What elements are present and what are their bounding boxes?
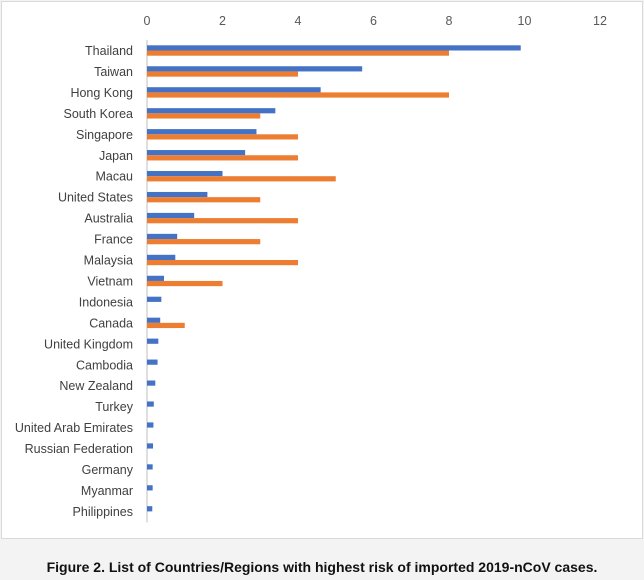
bar-singapore-series-1 xyxy=(147,129,257,135)
bar-thailand-series-1 xyxy=(147,45,521,51)
bar-france-series-1 xyxy=(147,233,178,240)
bar-myanmar-series-1 xyxy=(147,485,153,491)
category-label-malaysia: Malaysia xyxy=(84,254,133,268)
x-tick-label-2: 2 xyxy=(219,14,226,28)
bar-singapore-series-2 xyxy=(147,134,298,140)
category-label-singapore: Singapore xyxy=(76,128,133,142)
category-label-vietnam: Vietnam xyxy=(87,274,133,288)
category-label-united-arab-emirates: United Arab Emirates xyxy=(15,421,133,435)
bar-united-states-series-2 xyxy=(147,197,261,203)
category-label-japan: Japan xyxy=(99,149,133,163)
bar-russian-federation-series-1 xyxy=(147,443,154,449)
bar-south-korea-series-1 xyxy=(147,108,276,114)
category-label-australia: Australia xyxy=(84,212,133,226)
bar-thailand-series-2 xyxy=(147,50,449,56)
x-tick-label-0: 0 xyxy=(144,14,151,28)
bar-malaysia-series-1 xyxy=(147,254,176,260)
bar-canada-series-1 xyxy=(147,317,161,323)
bar-cambodia-series-1 xyxy=(147,359,158,365)
category-label-indonesia: Indonesia xyxy=(79,295,133,309)
bar-vietnam-series-2 xyxy=(147,280,223,287)
bar-vietnam-series-1 xyxy=(147,275,164,281)
x-tick-label-6: 6 xyxy=(370,14,377,28)
category-label-south-korea: South Korea xyxy=(64,107,134,121)
bar-south-korea-series-2 xyxy=(147,113,261,119)
category-label-russian-federation: Russian Federation xyxy=(25,442,133,456)
bar-japan-series-1 xyxy=(147,150,246,156)
bar-chart: 0 2 4 6 8 10 12 Thailand Taiwan Hong Kong South Ko… xyxy=(15,14,607,523)
chart-frame: 0 2 4 6 8 10 12 Thailand Taiwan Hong Kong South Ko… xyxy=(1,1,643,539)
category-label-united-states: United States xyxy=(58,191,133,205)
category-label-macau: Macau xyxy=(95,170,133,184)
category-label-france: France xyxy=(94,233,133,247)
bar-australia-series-2 xyxy=(147,218,298,224)
category-label-germany: Germany xyxy=(82,463,134,477)
bar-united-arab-emirates-series-1 xyxy=(147,422,154,428)
category-label-thailand: Thailand xyxy=(85,44,133,58)
bar-indonesia-series-1 xyxy=(147,296,162,302)
x-tick-label-4: 4 xyxy=(295,14,302,28)
category-label-hong-kong: Hong Kong xyxy=(70,86,133,100)
x-tick-label-8: 8 xyxy=(446,14,453,28)
bar-united-states-series-1 xyxy=(147,191,208,198)
category-label-turkey: Turkey xyxy=(95,400,133,414)
category-label-united-kingdom: United Kingdom xyxy=(44,337,133,351)
category-label-new-zealand: New Zealand xyxy=(59,379,133,393)
bar-malaysia-series-2 xyxy=(147,260,298,266)
bar-hong-kong-series-1 xyxy=(147,87,321,93)
x-tick-label-10: 10 xyxy=(518,14,532,28)
bar-germany-series-1 xyxy=(147,464,153,470)
bar-canada-series-2 xyxy=(147,322,185,329)
category-label-cambodia: Cambodia xyxy=(76,358,133,372)
bar-hong-kong-series-2 xyxy=(147,92,449,98)
category-label-taiwan: Taiwan xyxy=(94,65,133,79)
bar-taiwan-series-2 xyxy=(147,71,298,77)
bar-japan-series-2 xyxy=(147,155,298,161)
bar-united-kingdom-series-1 xyxy=(147,338,159,344)
category-label-canada: Canada xyxy=(89,316,133,330)
bar-turkey-series-1 xyxy=(147,401,154,407)
bar-philippines-series-1 xyxy=(147,506,153,512)
bar-france-series-2 xyxy=(147,239,261,245)
bar-macau-series-2 xyxy=(147,176,336,182)
category-label-philippines: Philippines xyxy=(73,505,133,519)
category-label-myanmar: Myanmar xyxy=(81,484,133,498)
figure-caption: Figure 2. List of Countries/Regions with… xyxy=(46,559,598,575)
bar-australia-series-1 xyxy=(147,212,195,219)
bar-macau-series-1 xyxy=(147,171,223,177)
bar-new-zealand-series-1 xyxy=(147,380,156,386)
x-tick-label-12: 12 xyxy=(593,14,607,28)
bar-taiwan-series-1 xyxy=(147,66,363,72)
